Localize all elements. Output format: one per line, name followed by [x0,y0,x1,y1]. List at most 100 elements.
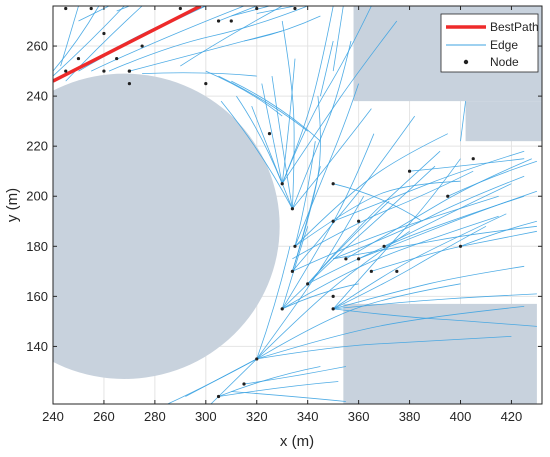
node-27 [331,219,335,223]
edge-31 [292,170,474,260]
edge-64 [256,306,525,360]
edge-43 [332,158,461,310]
legend-edge-label: Edge [490,38,518,52]
x-tick-label-2: 280 [144,409,166,424]
y-tick-label-2: 180 [26,239,48,254]
edge-13 [205,70,283,117]
node-12 [102,69,106,73]
edge-4 [60,6,79,67]
x-tick-label-1: 260 [93,409,115,424]
axis-ticks: 240 260 280 300 320 340 360 380 400 420 140 160 180 2… [26,6,542,424]
edge-3 [53,6,100,72]
edge-75 [320,40,334,97]
edge-20 [261,83,283,184]
node-31 [382,244,386,248]
node-21 [357,219,361,223]
edge-45 [333,308,537,327]
node-19 [290,207,295,211]
edge-62 [256,246,291,360]
node-14 [64,69,68,73]
x-tick-label-0: 240 [42,409,64,424]
edge-41 [333,265,525,310]
edge-51 [371,230,537,272]
edge-18 [281,6,334,184]
node-28 [344,257,348,261]
x-tick-label-3: 300 [195,409,217,424]
edge-19 [281,58,296,184]
legend-node-swatch [463,59,469,65]
edge-9 [142,72,257,77]
node-39 [216,394,221,399]
edge-1 [53,6,125,77]
y-tick-label-6: 260 [26,39,48,54]
node-2 [102,31,106,36]
edge-11 [218,6,257,22]
x-axis-label: x (m) [280,433,314,450]
node-7 [216,19,221,23]
edge-44 [333,293,537,310]
node-36 [331,307,335,311]
x-tick-label-4: 320 [246,409,268,424]
node-24 [471,157,475,161]
edge-71 [243,366,346,385]
edge-21 [281,6,372,184]
node-10 [293,6,297,11]
edge-15 [231,80,321,142]
node-32 [395,269,399,273]
node-11 [76,56,81,61]
edge-73 [116,6,130,12]
edge-42 [332,213,507,310]
edge-14 [218,75,308,132]
edge-25 [292,108,372,210]
obstacle-rect-3 [343,303,537,404]
node-40 [242,382,246,386]
edge-77 [294,180,461,247]
edge-27 [271,76,293,209]
node-26 [290,269,295,273]
y-tick-label-3: 200 [26,189,48,204]
edge-8 [129,30,283,72]
edge-76 [460,101,466,142]
node-23 [446,194,450,198]
plot-frame [52,5,543,405]
node-29 [357,257,361,261]
edge-78 [307,200,390,285]
legend: BestPath Edge Node [440,13,539,73]
x-tick-label-8: 400 [450,409,472,424]
node-3 [115,56,119,61]
edge-7 [108,6,308,72]
edge-57 [460,220,538,247]
legend-bestpath-label: BestPath [490,20,539,34]
edge-24 [292,40,352,209]
edge-2 [65,6,143,82]
tree-nodes [64,6,475,399]
y-tick-label-0: 140 [26,339,48,354]
edge-28 [294,83,359,247]
y-axis-label: y (m) [4,188,21,222]
edge-16 [256,6,296,14]
edge-38 [281,165,436,310]
edge-50 [358,190,538,260]
edge-58 [282,283,359,310]
edge-26 [251,105,293,209]
edge-39 [281,133,375,310]
x-tick-label-6: 360 [348,409,370,424]
x-tick-label-9: 420 [501,409,523,424]
edge-22 [281,20,398,184]
edge-63 [256,336,512,360]
obstacle-rect-2 [465,101,542,142]
node-34 [306,282,310,286]
edge-56 [447,160,538,197]
y-tick-label-4: 220 [26,139,48,154]
node-38 [255,357,259,361]
edge-48 [333,225,537,260]
node-37 [331,294,335,298]
edge-29 [294,133,448,247]
node-18 [280,182,284,186]
edge-79 [292,96,321,272]
node-16 [127,81,132,86]
edge-37 [281,215,499,310]
node-6 [178,6,182,11]
y-tick-label-1: 160 [26,289,48,304]
